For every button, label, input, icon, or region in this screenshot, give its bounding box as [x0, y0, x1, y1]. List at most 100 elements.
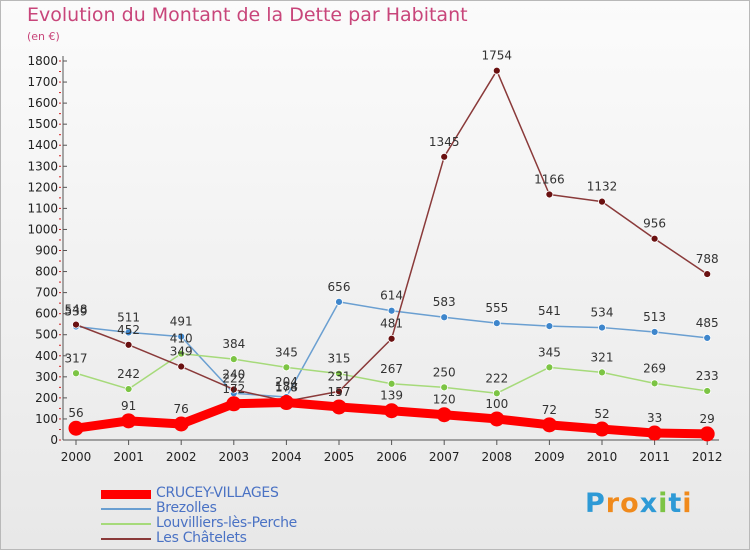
- data-label: 172: [222, 382, 245, 396]
- data-point: [387, 379, 396, 388]
- data-point: [647, 425, 663, 441]
- logo-letter: o: [620, 488, 640, 519]
- data-point: [436, 407, 452, 423]
- y-tick-label: 500: [35, 328, 58, 342]
- data-point: [545, 190, 554, 199]
- data-label: 100: [485, 397, 508, 411]
- data-point: [177, 362, 186, 371]
- data-point: [699, 426, 715, 442]
- data-label: 511: [117, 310, 140, 324]
- data-label: 485: [696, 316, 719, 330]
- data-label: 539: [65, 305, 88, 319]
- data-label: 91: [121, 399, 136, 413]
- y-tick-label: 700: [35, 286, 58, 300]
- data-label: 184: [275, 379, 298, 393]
- legend-swatch: [101, 489, 151, 499]
- data-label: 250: [433, 365, 456, 379]
- data-point: [173, 416, 189, 432]
- data-label: 1166: [534, 172, 565, 186]
- data-label: 345: [538, 345, 561, 359]
- data-label: 269: [643, 361, 666, 375]
- data-point: [387, 306, 396, 315]
- data-label: 242: [117, 367, 140, 381]
- data-point: [72, 369, 80, 378]
- data-point: [124, 328, 133, 337]
- data-point: [489, 411, 505, 427]
- y-tick-label: 300: [35, 370, 58, 384]
- data-label: 157: [328, 385, 351, 399]
- data-label: 52: [594, 407, 609, 421]
- legend-label: Brezolles: [156, 500, 217, 516]
- data-label: 349: [170, 345, 193, 359]
- x-tick-label: 2003: [219, 450, 250, 464]
- logo-letter: i: [682, 488, 693, 519]
- x-tick-label: 2009: [534, 450, 565, 464]
- data-label: 231: [328, 369, 351, 383]
- proxiti-logo: Proxiti: [585, 488, 693, 519]
- data-point: [703, 333, 712, 342]
- data-label: 345: [275, 345, 298, 359]
- data-label: 491: [170, 315, 193, 329]
- logo-letter: t: [668, 488, 683, 519]
- x-tick-label: 2007: [429, 450, 460, 464]
- data-point: [177, 332, 186, 341]
- data-point: [594, 421, 610, 437]
- y-tick-label: 1500: [27, 117, 58, 131]
- y-tick-label: 1000: [27, 222, 58, 236]
- data-point: [121, 413, 137, 429]
- data-label: 222: [485, 371, 508, 385]
- y-tick-label: 900: [35, 244, 58, 258]
- x-tick-label: 2004: [271, 450, 302, 464]
- y-tick-label: 1400: [27, 138, 58, 152]
- data-point: [440, 383, 449, 392]
- data-label: 541: [538, 304, 561, 318]
- x-tick-label: 2008: [482, 450, 513, 464]
- data-label: 178: [275, 381, 298, 395]
- data-point: [331, 399, 347, 415]
- data-point: [492, 389, 501, 398]
- data-label: 240: [222, 367, 245, 381]
- data-label: 267: [380, 362, 403, 376]
- data-label: 548: [65, 303, 88, 317]
- chart-title: Evolution du Montant de la Dette par Hab…: [27, 4, 468, 26]
- legend-swatch: [101, 538, 151, 540]
- data-label: 315: [328, 352, 351, 366]
- data-label: 139: [380, 389, 403, 403]
- y-tick-label: 800: [35, 265, 58, 279]
- data-point: [598, 368, 606, 377]
- y-tick-label: 100: [35, 412, 58, 426]
- data-point: [335, 297, 343, 306]
- data-label: 534: [591, 306, 614, 320]
- data-label: 481: [380, 317, 403, 331]
- data-label: 555: [485, 301, 508, 315]
- data-point: [650, 328, 659, 336]
- data-label: 76: [174, 402, 189, 416]
- data-point: [124, 385, 133, 393]
- data-label: 384: [222, 337, 245, 351]
- data-point: [598, 197, 606, 206]
- data-point: [492, 66, 501, 75]
- data-label: 1345: [429, 135, 460, 149]
- data-point: [440, 313, 449, 322]
- data-point: [650, 379, 659, 388]
- data-point: [545, 322, 554, 330]
- data-point: [703, 270, 712, 278]
- data-point: [703, 387, 712, 395]
- data-label: 222: [222, 371, 245, 385]
- data-label: 204: [275, 375, 298, 389]
- legend-label: Les Châtelets: [156, 530, 247, 546]
- data-label: 321: [591, 350, 614, 364]
- data-label: 513: [643, 310, 666, 324]
- y-tick-label: 600: [35, 307, 58, 321]
- data-point: [226, 396, 242, 412]
- data-point: [440, 152, 449, 161]
- data-label: 120: [433, 393, 456, 407]
- data-point: [278, 395, 294, 411]
- logo-letter: i: [658, 488, 669, 519]
- logo-letter: P: [585, 488, 606, 519]
- data-point: [229, 385, 238, 394]
- data-label: 56: [68, 406, 83, 420]
- data-label: 452: [117, 323, 140, 337]
